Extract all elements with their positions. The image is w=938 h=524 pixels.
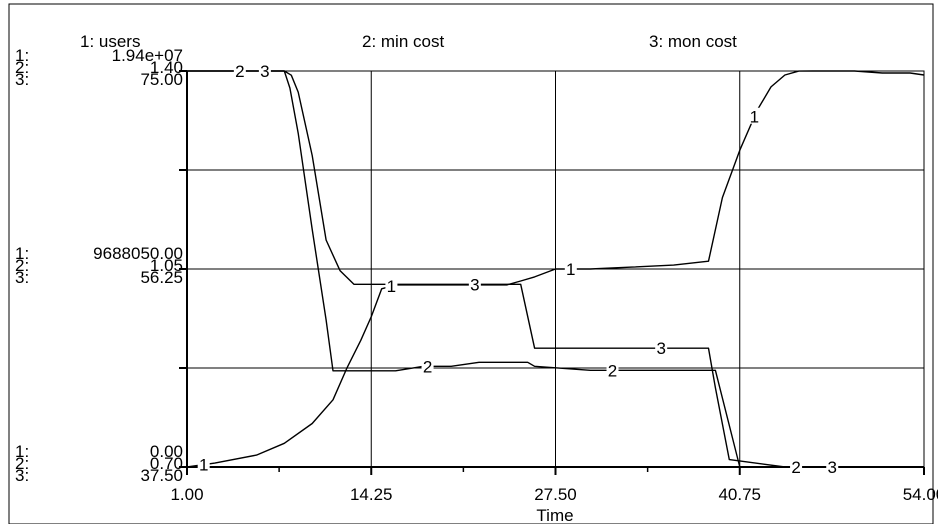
series-2-marker-2: 2 (608, 361, 617, 380)
series-line-3 (187, 70, 924, 468)
series-2-marker-bg-3 (790, 458, 803, 474)
y-axis-1-tick-top: 1.94e+07 (112, 46, 183, 65)
series-lines (186, 70, 925, 468)
series-1-marker-bg-3 (748, 107, 761, 124)
y-axis-3-prefix-mid: 3: (15, 268, 29, 287)
y-axis-1-prefix-bottom: 1: (15, 442, 29, 461)
series-line-1 (186, 70, 925, 468)
series-1-marker-2: 1 (566, 260, 575, 279)
y-axis-1-prefix-mid: 1: (15, 244, 29, 263)
series-3-marker-0: 3 (260, 62, 269, 81)
series-3-marker-bg-1 (468, 275, 481, 292)
y-axis-1-tick-bottom: 0.00 (150, 442, 183, 461)
series-3-marker-1: 3 (470, 275, 479, 294)
plot-area (179, 70, 925, 475)
x-tick-label-0: 1.00 (170, 485, 203, 504)
series-2-marker-0: 2 (235, 62, 244, 81)
series-1-marker-bg-2 (564, 259, 577, 276)
x-axis-title: Time (536, 506, 573, 524)
series-3-marker-bg-0 (258, 62, 271, 78)
series-2-marker-bg-0 (233, 62, 246, 78)
y-axis-3-tick-mid: 56.25 (140, 268, 183, 287)
series-1-marker-1: 1 (387, 277, 396, 296)
y-axis-2-prefix-mid: 2: (15, 256, 29, 275)
y-axis-3-tick-top: 75.00 (140, 70, 183, 89)
series-1-marker-bg-0 (197, 455, 210, 472)
y-axis-2-prefix-bottom: 2: (15, 454, 29, 473)
legend-users: 1: users (80, 32, 140, 51)
series-3-marker-bg-2 (655, 339, 668, 356)
series-2-marker-1: 2 (423, 357, 432, 376)
chart-frame (8, 3, 934, 524)
y-axis-2-tick-top: 1.40 (150, 58, 183, 77)
grid (187, 71, 924, 467)
series-3-marker-3: 3 (827, 458, 836, 477)
x-tick-label-1: 14.25 (350, 485, 393, 504)
y-axis-2-tick-bottom: 0.70 (150, 454, 183, 473)
y-axis-1-prefix-top: 1: (15, 46, 29, 65)
series-2-marker-bg-1 (421, 357, 434, 374)
y-axis-2-prefix-top: 2: (15, 58, 29, 77)
series-2-marker-bg-2 (606, 361, 619, 378)
series-3-marker-bg-3 (826, 458, 839, 474)
y-axis-3-tick-bottom: 37.50 (140, 466, 183, 485)
y-axis-2-tick-mid: 1.05 (150, 256, 183, 275)
legend-mon-cost: 3: mon cost (649, 32, 737, 51)
series-1-marker-0: 1 (199, 456, 208, 475)
series-2-marker-3: 2 (791, 458, 800, 477)
series-3-marker-2: 3 (656, 339, 665, 358)
x-tick-label-2: 27.50 (534, 485, 577, 504)
x-axis-labels: 1.00 14.25 27.50 40.75 54.00 (170, 485, 938, 504)
legend: 1: users 2: min cost 3: mon cost (80, 32, 737, 51)
x-tick-label-3: 40.75 (718, 485, 761, 504)
y-axis-3-prefix-bottom: 3: (15, 466, 29, 485)
y-axis-3-prefix-top: 3: (15, 70, 29, 89)
x-tick-label-4: 54.00 (903, 485, 938, 504)
series-1-marker-bg-1 (385, 277, 398, 294)
series-line-2 (187, 70, 924, 468)
series-1-marker-3: 1 (750, 108, 759, 127)
legend-min-cost: 2: min cost (362, 32, 444, 51)
y-axis-1-tick-mid: 9688050.00 (93, 244, 183, 263)
y-axis-labels: 1: 1.94e+07 2: 1.40 3: 75.00 1: 9688050.00 2: 1.0… (15, 46, 183, 485)
